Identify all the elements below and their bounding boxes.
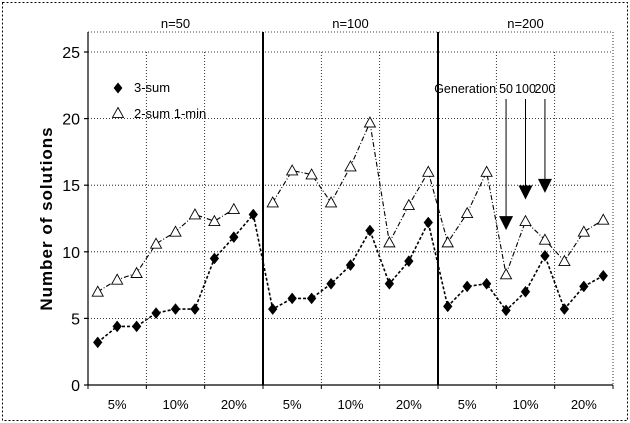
data-point-triangle — [558, 254, 571, 266]
data-point-triangle — [499, 268, 513, 280]
x-tick-label: 10% — [512, 397, 538, 412]
data-point-triangle — [597, 213, 610, 225]
legend-marker-diamond — [113, 82, 123, 94]
data-point-triangle — [149, 237, 163, 249]
data-point-diamond — [112, 320, 122, 333]
group-label: n=100 — [332, 16, 369, 31]
data-point-triangle — [285, 164, 299, 176]
data-point-triangle — [91, 285, 104, 297]
data-point-diamond — [598, 269, 608, 282]
data-point-triangle — [480, 165, 493, 177]
data-point-diamond — [384, 277, 395, 290]
lines-layer — [97, 120, 604, 343]
y-tick-label: 0 — [71, 378, 80, 395]
data-point-diamond — [268, 303, 278, 315]
x-tick-label: 5% — [108, 397, 127, 412]
data-point-diamond — [229, 231, 239, 244]
data-point-diamond — [306, 292, 317, 305]
data-point-diamond — [404, 255, 414, 268]
legend-label: 2-sum 1-min — [134, 106, 206, 121]
annotation-arrow-head — [499, 216, 514, 231]
data-point-triangle — [441, 236, 454, 248]
annotation-generation-label: 200 — [535, 82, 556, 96]
x-tick-label: 5% — [283, 397, 302, 412]
data-point-triangle — [519, 214, 532, 227]
y-tick-label: 5 — [71, 311, 80, 328]
data-point-triangle — [363, 116, 377, 128]
annotation-generation-label: 50 — [499, 82, 513, 96]
data-point-triangle — [227, 202, 241, 215]
data-point-triangle — [577, 225, 591, 237]
x-tick-label: 5% — [458, 397, 477, 412]
data-point-diamond — [93, 336, 103, 349]
data-point-triangle — [538, 233, 552, 245]
data-point-triangle — [305, 168, 318, 180]
text-layer: 0 5 10 15 20 25 n=50 5% 10% 20% n=100 5% 10% 20% n=200… — [37, 16, 597, 412]
group-label: n=50 — [161, 16, 190, 31]
data-point-diamond — [520, 285, 531, 298]
data-point-diamond — [481, 277, 492, 290]
data-point-triangle — [188, 208, 202, 220]
data-point-diamond — [151, 307, 161, 319]
data-point-diamond — [209, 252, 220, 265]
y-tick-label: 20 — [62, 112, 80, 129]
data-point-diamond — [579, 280, 589, 293]
group-label: n=200 — [507, 16, 544, 31]
annotation-generation-label: 100 — [515, 82, 536, 96]
y-tick-label: 10 — [62, 245, 80, 262]
grid-layer — [88, 31, 614, 385]
y-axis-title: Number of solutions — [37, 126, 56, 310]
data-point-diamond — [131, 320, 142, 333]
data-point-diamond — [345, 259, 356, 272]
data-point-diamond — [559, 303, 570, 315]
data-point-diamond — [190, 303, 200, 315]
data-point-diamond — [540, 249, 550, 262]
data-point-triangle — [383, 236, 396, 248]
legend-layer: 3-sum 2-sum 1-min — [111, 80, 206, 121]
data-point-triangle — [344, 160, 357, 172]
data-point-triangle — [266, 196, 279, 208]
y-tick-label: 25 — [62, 45, 80, 62]
data-point-triangle — [208, 214, 221, 227]
data-point-triangle — [422, 165, 435, 177]
data-point-diamond — [443, 300, 453, 313]
data-point-diamond — [287, 292, 297, 305]
data-point-triangle — [110, 273, 124, 285]
data-point-diamond — [501, 304, 511, 317]
series-line-1 — [97, 120, 604, 293]
marks-layer — [91, 116, 610, 349]
data-point-diamond — [170, 303, 181, 315]
data-point-diamond — [423, 216, 433, 229]
data-point-triangle — [169, 225, 182, 237]
annotation-arrow-head — [537, 178, 552, 193]
data-point-diamond — [365, 224, 375, 237]
y-tick-label: 15 — [62, 178, 80, 195]
legend-label: 3-sum — [134, 80, 170, 95]
annotation-label: Generation — [434, 82, 496, 96]
data-point-diamond — [326, 277, 336, 290]
data-point-diamond — [462, 280, 472, 293]
data-point-triangle — [324, 196, 338, 208]
x-tick-label: 20% — [221, 397, 247, 412]
annotation-arrow-head — [518, 185, 533, 200]
x-tick-label: 20% — [571, 397, 597, 412]
data-point-diamond — [248, 208, 258, 221]
legend-marker-triangle — [111, 106, 125, 118]
data-point-triangle — [460, 206, 474, 219]
x-tick-label: 20% — [396, 397, 422, 412]
data-point-triangle — [402, 198, 416, 211]
x-tick-label: 10% — [337, 397, 363, 412]
data-point-triangle — [130, 266, 143, 278]
x-tick-label: 10% — [162, 397, 188, 412]
